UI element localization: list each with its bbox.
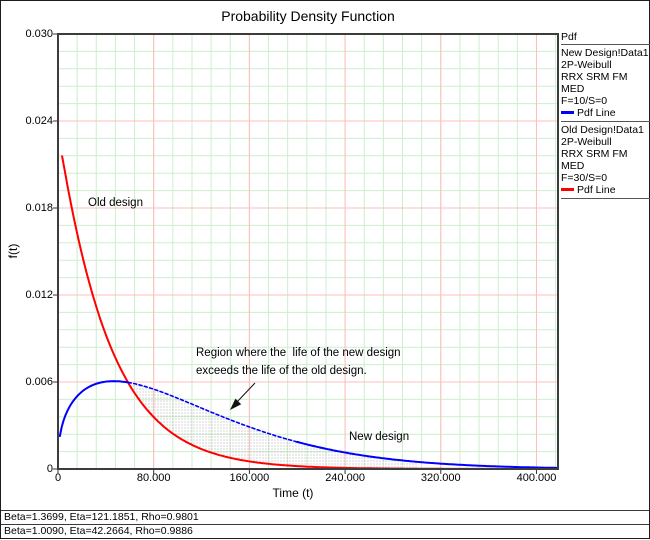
chart-title: Probability Density Function: [221, 8, 395, 24]
annotation-arrow-head: [230, 398, 242, 410]
status-line-new-design: Beta=1.3699, Eta=121.1851, Rho=0.9801: [1, 510, 649, 524]
legend-text-line: F=30/S=0: [561, 172, 608, 184]
legend-marker-row: Pdf Line: [561, 107, 650, 119]
legend-text-line: New Design!Data1: [561, 47, 649, 59]
y-tick-label: 0.018: [25, 202, 53, 214]
new-design-pdf-curve[interactable]: [58, 380, 130, 437]
legend-panel[interactable]: Pdf New Design!Data1 2P-Weibull RRX SRM FM…: [561, 31, 650, 201]
y-tick-label: 0: [46, 463, 53, 475]
status-bar: Beta=1.3699, Eta=121.1851, Rho=0.9801 Be…: [1, 510, 649, 538]
legend-text-line: RRX SRM FM MED: [561, 71, 628, 95]
x-tick-label: 400.000: [516, 472, 557, 484]
legend-group-old-design[interactable]: Old Design!Data1 2P-Weibull RRX SRM FM MED…: [561, 124, 650, 199]
x-tick-label: 80.000: [136, 472, 171, 484]
x-tick-label: 0: [54, 472, 62, 484]
status-line-old-design: Beta=1.0090, Eta=42.2664, Rho=0.9886: [1, 524, 649, 538]
plot-frame: [57, 33, 559, 470]
legend-marker-label: Pdf Line: [577, 107, 616, 119]
legend-marker-row: Pdf Line: [561, 184, 650, 196]
legend-marker-label: Pdf Line: [577, 184, 616, 196]
y-tick-label: 0.012: [25, 289, 53, 301]
shaded-region: [128, 382, 417, 469]
new-design-pdf-curve[interactable]: [296, 440, 558, 469]
legend-text-line: RRX SRM FM MED: [561, 148, 628, 172]
annotation-region-text-line2: exceeds the life of the old design.: [196, 365, 367, 377]
y-axis-title: f(t): [6, 243, 20, 259]
y-tick-label: 0.030: [25, 28, 53, 40]
annotation-old-design: Old design: [88, 197, 143, 209]
x-tick-label: 320.000: [420, 472, 461, 484]
annotation-arrow-line: [236, 382, 256, 403]
pdf-line-swatch-icon: [561, 110, 574, 114]
legend-group-new-design[interactable]: New Design!Data1 2P-Weibull RRX SRM FM MED…: [561, 47, 650, 122]
y-tick-label: 0.006: [25, 376, 53, 388]
legend-header: Pdf: [561, 31, 650, 45]
y-tick-label: 0.024: [25, 115, 53, 127]
pdf-line-swatch-icon: [561, 187, 574, 191]
annotation-new-design: New design: [349, 431, 410, 443]
x-tick-label: 160.000: [229, 472, 270, 484]
legend-text-line: F=10/S=0: [561, 95, 608, 107]
new-design-pdf-curve-dotted[interactable]: [127, 381, 299, 443]
x-tick-label: 240.000: [325, 472, 365, 484]
legend-text-line: 2P-Weibull: [561, 136, 612, 148]
legend-text-line: Old Design!Data1: [561, 124, 644, 136]
annotation-region-text-line1: Region where the life of the new design: [196, 347, 401, 359]
x-axis-title: Time (t): [272, 486, 314, 500]
legend-text-line: 2P-Weibull: [561, 59, 612, 71]
